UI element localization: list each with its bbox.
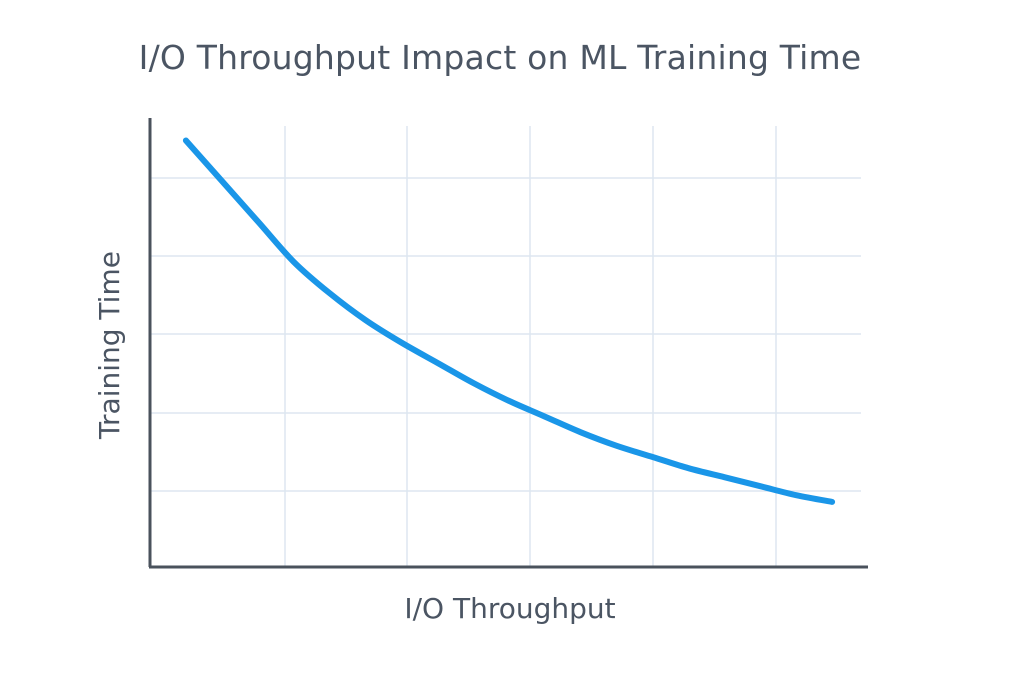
axes <box>148 118 868 569</box>
series-line <box>182 137 836 505</box>
series-group <box>182 137 836 505</box>
y-axis-label: Training Time <box>93 251 126 439</box>
grid-lines <box>150 126 861 567</box>
chart-title: I/O Throughput Impact on ML Training Tim… <box>138 38 862 77</box>
x-axis-label: I/O Throughput <box>404 592 616 625</box>
